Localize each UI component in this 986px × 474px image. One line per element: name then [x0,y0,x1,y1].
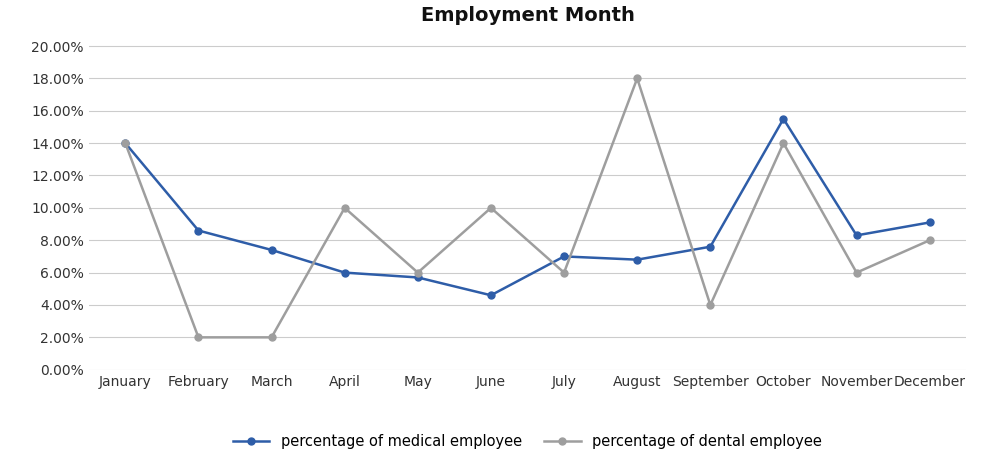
percentage of medical employee [265,247,277,253]
percentage of medical employee [704,244,716,249]
percentage of medical employee [558,254,570,259]
percentage of medical employee [851,233,863,238]
percentage of dental employee [558,270,570,275]
percentage of dental employee [704,302,716,308]
Line: percentage of dental employee: percentage of dental employee [122,75,933,341]
percentage of dental employee [851,270,863,275]
percentage of dental employee [265,335,277,340]
Line: percentage of medical employee: percentage of medical employee [122,115,933,299]
percentage of dental employee [485,205,497,211]
percentage of medical employee [924,219,936,225]
percentage of medical employee [485,292,497,298]
percentage of dental employee [119,140,131,146]
Legend: percentage of medical employee, percentage of dental employee: percentage of medical employee, percenta… [227,428,828,456]
percentage of dental employee [339,205,351,211]
percentage of dental employee [778,140,790,146]
percentage of medical employee [412,274,424,280]
percentage of medical employee [631,257,643,263]
percentage of medical employee [119,140,131,146]
percentage of medical employee [339,270,351,275]
percentage of medical employee [778,116,790,122]
percentage of medical employee [192,228,204,233]
percentage of dental employee [192,335,204,340]
percentage of dental employee [412,270,424,275]
percentage of dental employee [924,237,936,243]
percentage of dental employee [631,75,643,81]
Title: Employment Month: Employment Month [421,6,634,25]
